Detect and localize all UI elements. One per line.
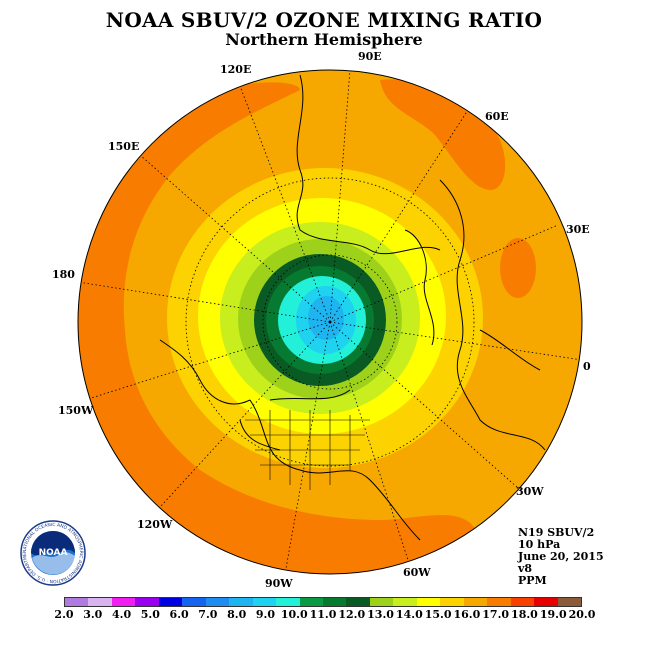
colorbar-swatch bbox=[346, 598, 370, 606]
colorbar-swatch bbox=[534, 598, 558, 606]
lon-label-60w: 60W bbox=[403, 566, 431, 579]
colorbar-tick-label: 17.0 bbox=[482, 608, 510, 621]
colorbar-tick-label: 14.0 bbox=[395, 608, 423, 621]
colorbar-tick-label: 15.0 bbox=[424, 608, 452, 621]
lon-label-150e: 150E bbox=[108, 140, 139, 153]
colorbar-swatch bbox=[229, 598, 253, 606]
colorbar-swatch bbox=[416, 598, 441, 606]
pressure-label: 10 hPa bbox=[518, 538, 561, 551]
lon-label-90w: 90W bbox=[265, 577, 293, 590]
lon-label-30e: 30E bbox=[566, 223, 590, 236]
lon-label-120e: 120E bbox=[220, 63, 251, 76]
coastlines bbox=[159, 74, 546, 541]
field-max-east bbox=[500, 238, 536, 298]
logo-text: NOAA bbox=[39, 548, 68, 558]
lon-label-0: 0 bbox=[583, 360, 591, 373]
date-label: June 20, 2015 bbox=[518, 550, 604, 563]
colorbar-tick-label: 19.0 bbox=[539, 608, 567, 621]
colorbar-swatch bbox=[463, 598, 488, 606]
colorbar-tick-label: 12.0 bbox=[338, 608, 366, 621]
info-block: N19 SBUV/2 10 hPa June 20, 2015 v8 PPM bbox=[518, 527, 604, 587]
version-label: v8 bbox=[518, 562, 533, 575]
colorbar-tick-label: 7.0 bbox=[198, 608, 218, 621]
colorbar-tick-label: 16.0 bbox=[453, 608, 481, 621]
colorbar-swatch bbox=[111, 598, 136, 606]
lon-label-90e: 90E bbox=[358, 50, 382, 63]
colorbar-swatch bbox=[557, 598, 581, 606]
field-max-west bbox=[78, 82, 480, 574]
map-border bbox=[77, 69, 583, 575]
colorbar-swatch bbox=[440, 598, 464, 606]
colorbar-tick-label: 20.0 bbox=[568, 608, 596, 621]
lon-label-120w: 120W bbox=[137, 518, 173, 531]
page-title: NOAA SBUV/2 OZONE MIXING RATIO bbox=[105, 8, 543, 32]
colorbar-swatch bbox=[299, 598, 323, 606]
colorbar-tick-label: 10.0 bbox=[280, 608, 308, 621]
lon-label-60e: 60E bbox=[485, 110, 509, 123]
noaa-logo: NOAA NATIONAL OCEANIC AND ATMOSPHERIC AD… bbox=[20, 520, 86, 586]
colorbar bbox=[64, 597, 582, 607]
graticule bbox=[78, 70, 582, 574]
lon-label-150w: 150W bbox=[58, 404, 94, 417]
colorbar-swatch bbox=[252, 598, 277, 606]
colorbar-swatch bbox=[205, 598, 230, 606]
colorbar-swatch bbox=[88, 598, 112, 606]
colorbar-swatch bbox=[322, 598, 347, 606]
colorbar-swatch bbox=[276, 598, 300, 606]
colorbar-tick-label: 4.0 bbox=[111, 608, 132, 621]
colorbar-tick-label: 9.0 bbox=[255, 608, 276, 621]
field-max-northeast bbox=[380, 79, 506, 190]
colorbar-swatch bbox=[393, 598, 417, 606]
lon-label-180: 180 bbox=[52, 268, 75, 281]
colorbar-swatch bbox=[158, 598, 183, 606]
field-pole-core bbox=[308, 296, 344, 340]
satellite-label: N19 SBUV/2 bbox=[518, 526, 595, 539]
units-label: PPM bbox=[518, 574, 547, 587]
colorbar-tick-label: 5.0 bbox=[140, 608, 160, 621]
colorbar-tick-label: 6.0 bbox=[169, 608, 189, 621]
colorbar-tick-label: 3.0 bbox=[83, 608, 103, 621]
colorbar-tick-label: 18.0 bbox=[511, 608, 538, 621]
lon-label-30w: 30W bbox=[516, 485, 544, 498]
colorbar-tick-label: 13.0 bbox=[367, 608, 394, 621]
colorbar-tick-label: 11.0 bbox=[309, 608, 337, 621]
colorbar-ticks: 2.0 3.0 4.0 5.0 6.0 7.0 8.0 9.0 10.0 11.0 12.0 13.0… bbox=[54, 608, 595, 622]
colorbar-swatch bbox=[487, 598, 511, 606]
colorbar-swatch bbox=[182, 598, 206, 606]
colorbar-swatch bbox=[135, 598, 159, 606]
colorbar-swatch bbox=[65, 598, 89, 606]
state-borders bbox=[245, 410, 370, 490]
page-subtitle: Northern Hemisphere bbox=[225, 30, 423, 49]
colorbar-tick-label: 2.0 bbox=[54, 608, 74, 621]
colorbar-swatch bbox=[369, 598, 394, 606]
colorbar-swatch bbox=[510, 598, 535, 606]
colorbar-tick-label: 8.0 bbox=[227, 608, 247, 621]
